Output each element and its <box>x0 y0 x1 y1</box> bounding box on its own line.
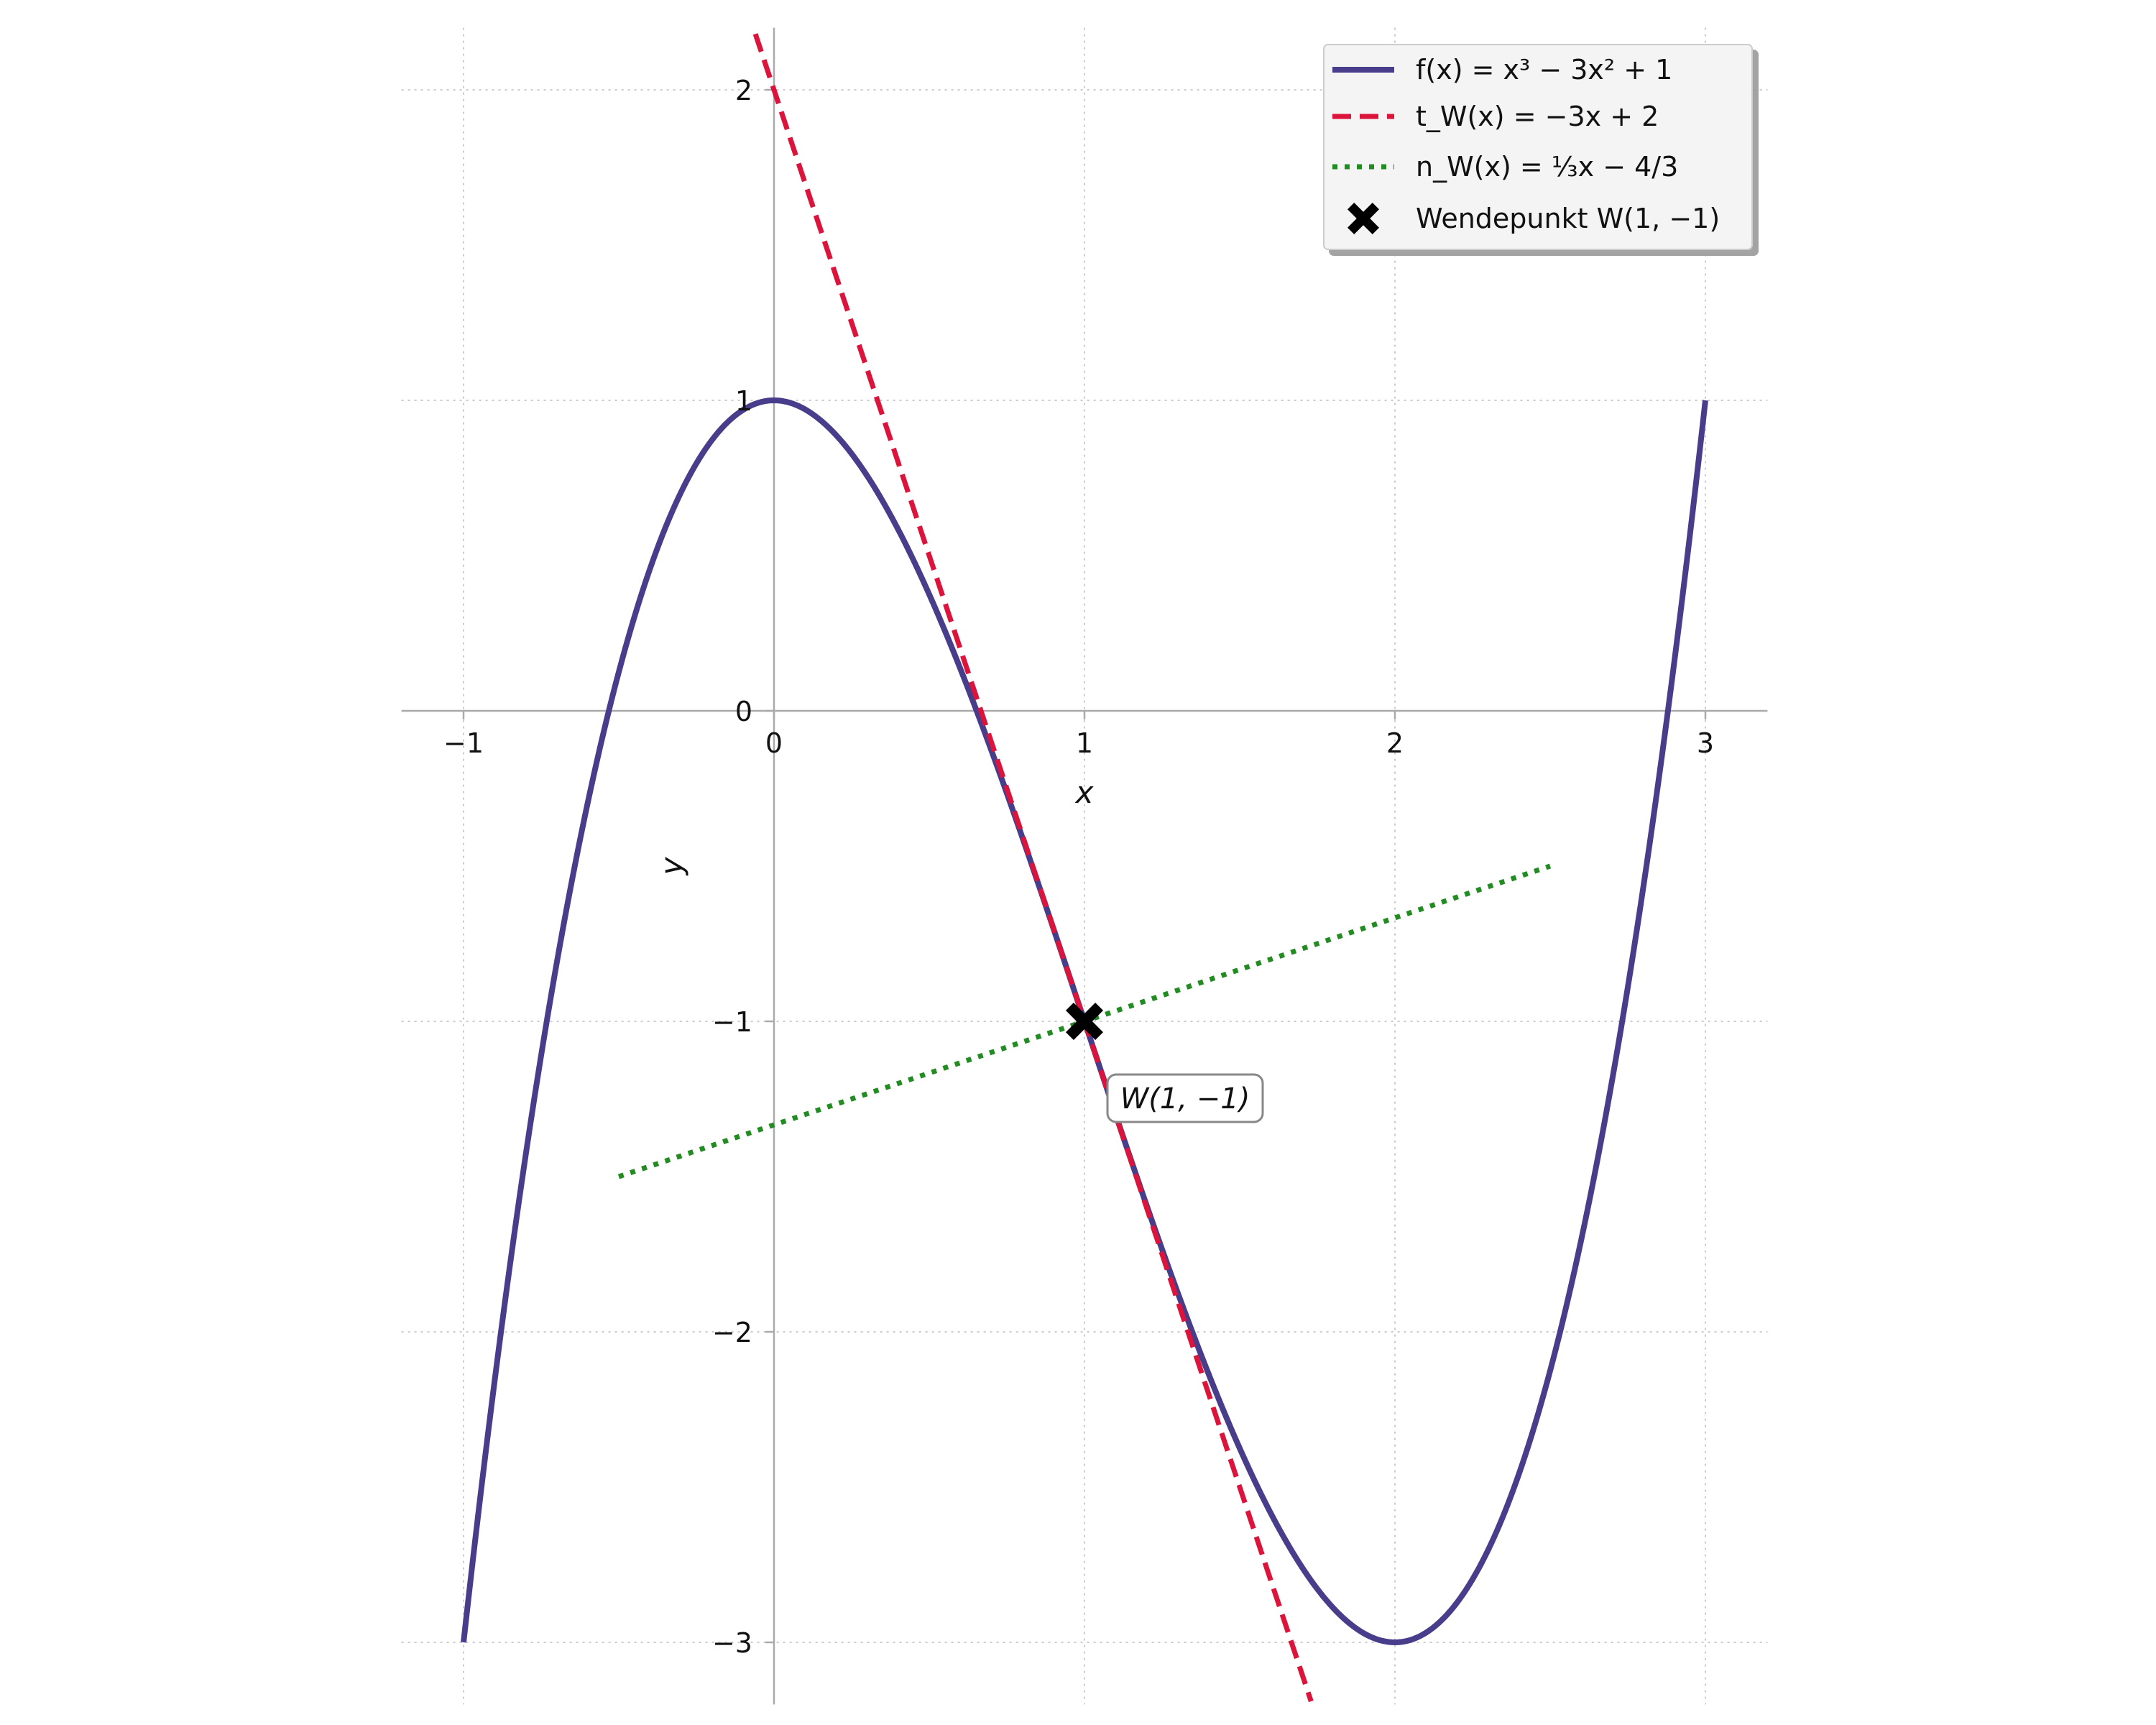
x-tick-label: 1 <box>1076 727 1093 759</box>
grid-lines <box>401 27 1768 1705</box>
legend-box <box>1323 44 1753 250</box>
y-tick-label: −1 <box>712 1006 752 1038</box>
x-tick-label: −1 <box>443 727 484 759</box>
x-axis-label: x <box>1074 775 1095 810</box>
axes <box>401 27 1768 1705</box>
x-tick-label: 2 <box>1386 727 1404 759</box>
annotation-label: W(1, −1) <box>1120 1082 1250 1116</box>
annotations: W(1, −1) <box>1106 1073 1264 1123</box>
tick-labels: −1 0 1 2 3 −3 −2 −1 0 1 2 <box>443 75 1714 1659</box>
y-tick-label: −3 <box>712 1627 752 1659</box>
point-marker-W <box>1066 1003 1103 1040</box>
legend-label-tangent: t_W(x) = −3x + 2 <box>1416 101 1659 132</box>
x-tick-label: 3 <box>1697 727 1714 759</box>
y-tick-label: −2 <box>712 1317 752 1348</box>
y-tick-label: 1 <box>735 385 752 417</box>
legend-label-W: Wendepunkt W(1, −1) <box>1416 203 1720 234</box>
x-tick-label: 0 <box>765 727 783 759</box>
legend: f(x) = x³ − 3x² + 1 t_W(x) = −3x + 2 n_W(x… <box>1323 44 1753 250</box>
axis-labels: xy <box>654 775 1095 876</box>
y-tick-label: 0 <box>735 696 752 727</box>
series-line-tangent <box>752 33 1314 1703</box>
plot-area <box>461 33 1708 1703</box>
y-tick-label: 2 <box>735 75 752 106</box>
annotation-box <box>1106 1073 1264 1123</box>
legend-label-normal: n_W(x) = ⅓x − 4/3 <box>1416 151 1678 183</box>
y-axis-label: y <box>654 856 689 876</box>
legend-label-f: f(x) = x³ − 3x² + 1 <box>1416 54 1672 86</box>
legend-handle-W <box>1348 203 1379 234</box>
